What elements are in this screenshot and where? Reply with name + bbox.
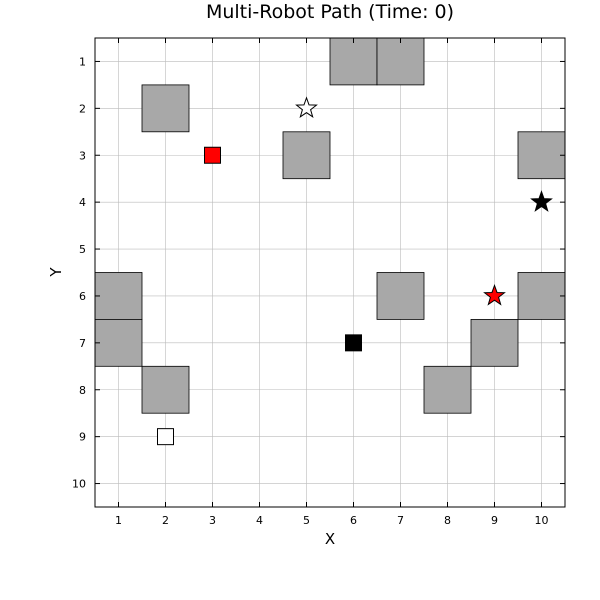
y-tick-label: 10	[72, 478, 86, 491]
robot-marker	[157, 428, 174, 446]
y-tick-label: 9	[79, 431, 86, 444]
obstacle-cell	[517, 131, 566, 180]
y-tick-label: 4	[79, 196, 86, 209]
x-tick-label: 6	[350, 514, 357, 527]
x-tick-label: 4	[256, 514, 263, 527]
obstacle-cell	[423, 365, 472, 414]
y-tick-label: 3	[79, 149, 86, 162]
y-tick-label: 2	[79, 102, 86, 115]
obstacle-cell	[282, 131, 331, 180]
goal-star-marker	[483, 283, 506, 306]
y-tick-label: 1	[79, 55, 86, 68]
x-tick-label: 2	[162, 514, 169, 527]
chart-title: Multi-Robot Path (Time: 0)	[206, 1, 454, 23]
obstacle-cell	[517, 272, 566, 320]
x-tick-label: 9	[491, 514, 498, 527]
obstacle-cell	[141, 84, 190, 133]
obstacle-cell	[141, 365, 190, 414]
tick-labels: 1 2 3 4 5 6 7 8 9 10 1 2 3 4 5 6 7 8 9 10	[72, 55, 549, 527]
markers	[157, 96, 553, 446]
goal-star-marker	[295, 96, 318, 119]
x-tick-label: 1	[115, 514, 122, 527]
y-tick-label: 7	[79, 337, 86, 350]
obstacle-cell	[376, 272, 425, 320]
axes-frame	[94, 37, 566, 508]
goal-star-marker	[530, 190, 553, 212]
y-axis-label: Y	[47, 267, 65, 278]
obstacle-cell	[470, 318, 519, 367]
robot-marker	[204, 146, 221, 164]
obstacle-cell	[329, 37, 378, 86]
x-tick-label: 3	[209, 514, 216, 527]
obstacle-cell	[94, 318, 143, 367]
x-tick-label: 7	[397, 514, 404, 527]
y-tick-label: 8	[79, 384, 86, 397]
y-tick-label: 6	[79, 290, 86, 303]
x-axis-label: X	[325, 530, 335, 548]
x-tick-label: 8	[444, 514, 451, 527]
robot-marker	[345, 334, 362, 352]
x-tick-label: 5	[303, 514, 310, 527]
obstacle-cell	[94, 272, 143, 320]
y-tick-label: 5	[79, 243, 86, 256]
obstacle-cell	[376, 37, 425, 86]
obstacles	[94, 37, 566, 414]
plot-frame	[94, 37, 566, 508]
x-tick-label: 10	[535, 514, 549, 527]
